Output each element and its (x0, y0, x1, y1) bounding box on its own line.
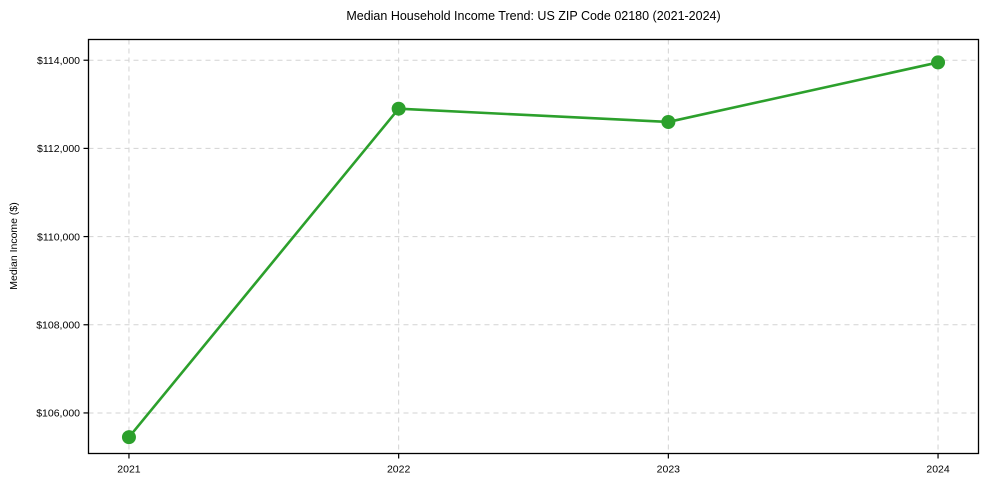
y-tick-label: $106,000 (36, 408, 80, 420)
data-point-2021 (121, 430, 136, 445)
data-point-2023 (661, 114, 676, 129)
x-tick-label: 2024 (926, 464, 950, 476)
data-point-2024 (931, 55, 946, 70)
y-tick-label: $112,000 (37, 143, 80, 155)
y-tick-label: $114,000 (37, 55, 80, 67)
x-tick-label: 2023 (657, 464, 681, 476)
chart-title: Median Household Income Trend: US ZIP Co… (346, 9, 721, 23)
x-tick-label: 2021 (117, 464, 141, 476)
trend-line (127, 61, 940, 439)
data-point-2022 (391, 101, 406, 116)
y-tick-label: $110,000 (37, 231, 80, 243)
x-tick-label: 2022 (387, 464, 411, 476)
plot-border (87, 38, 980, 455)
y-tick-label: $108,000 (36, 319, 80, 331)
